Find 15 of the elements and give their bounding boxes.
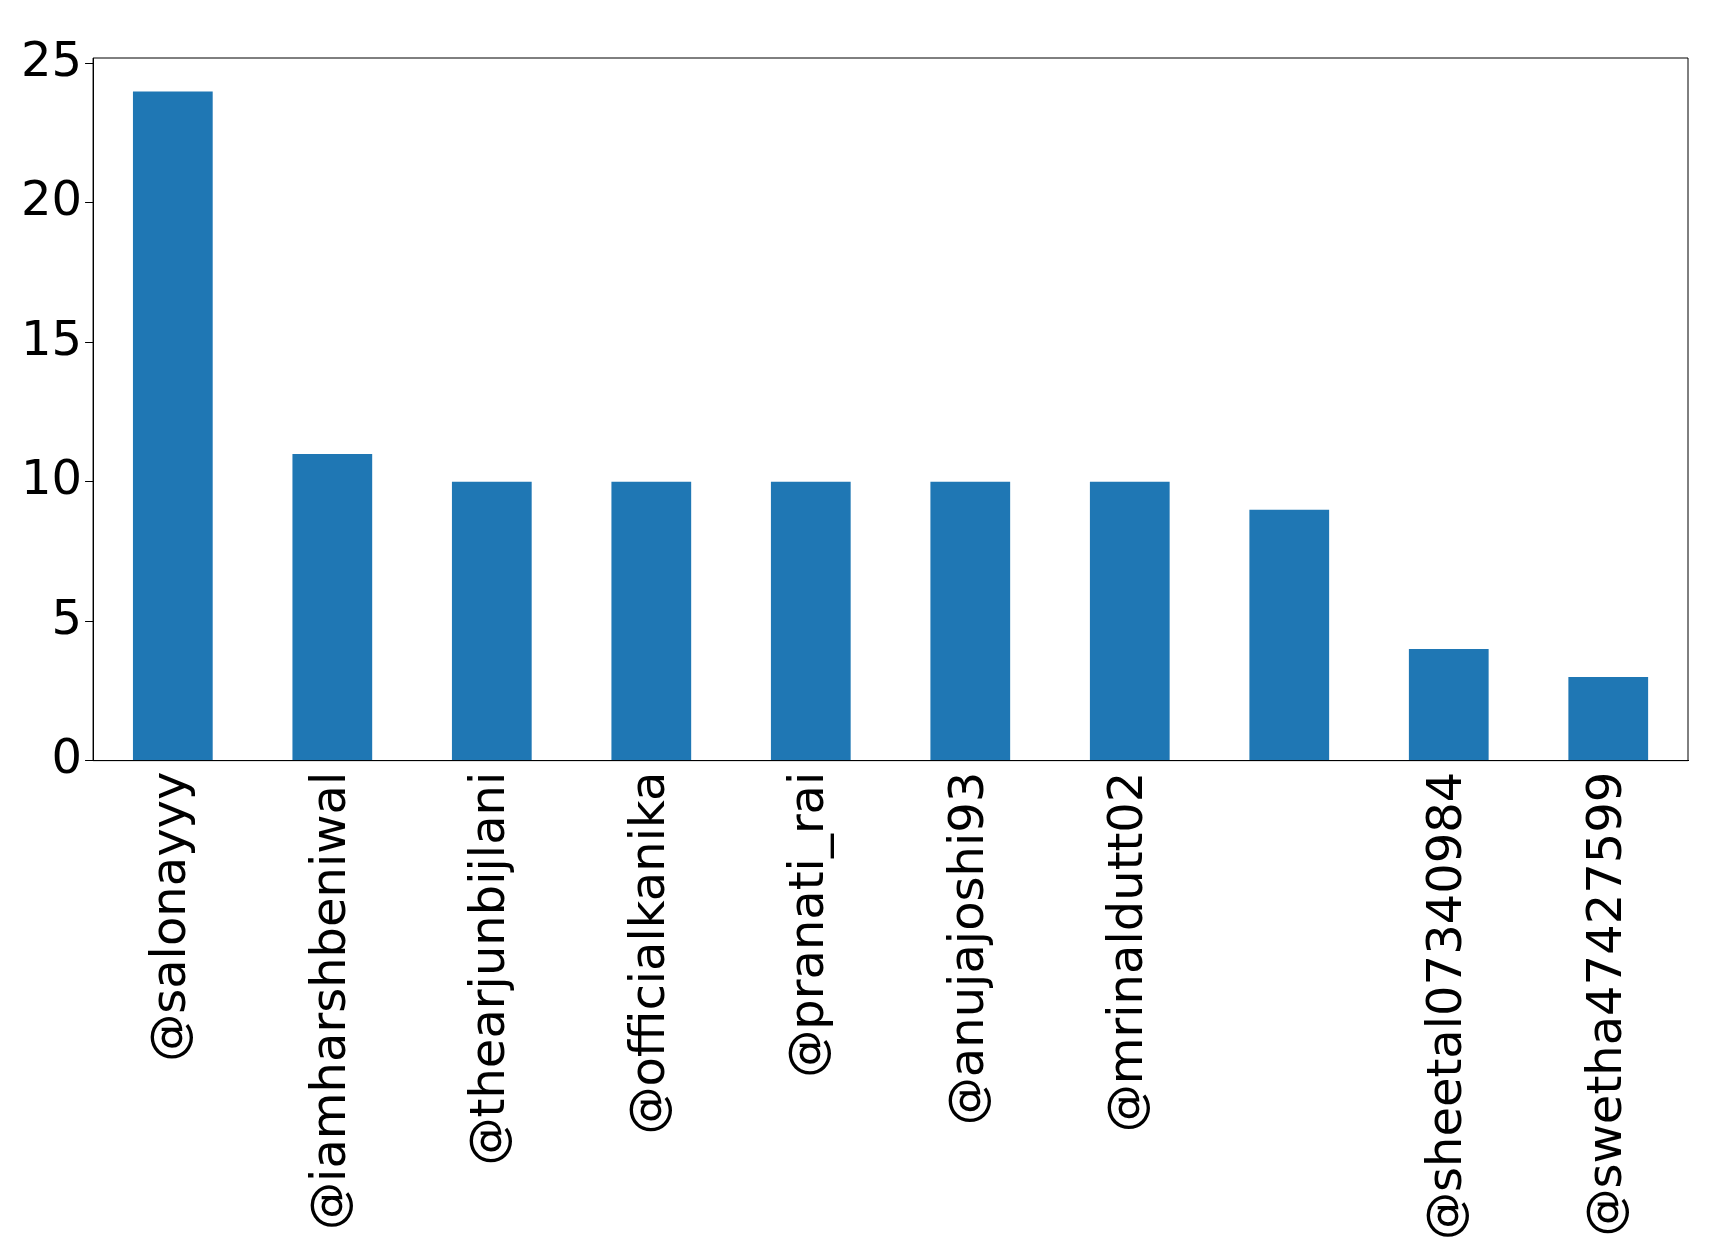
y-tick-label: 5 (51, 588, 83, 645)
x-tick-label: @iamharshbeniwal (299, 771, 356, 1230)
x-tick-label: @officialkanika (618, 771, 675, 1135)
x-tick-label: @sheetal07340984 (1416, 771, 1473, 1240)
x-tick-label: @pranati_rai (778, 771, 835, 1078)
y-tick-label: 0 (51, 728, 83, 785)
y-tick-label: 10 (21, 449, 83, 506)
y-tick-label: 25 (21, 31, 83, 88)
y-tick-label: 15 (21, 309, 83, 366)
x-tick-label: @anujajoshi93 (937, 771, 994, 1126)
x-tick-label: @swetha47427599 (1575, 771, 1632, 1237)
x-tick-label: @salonayyy (140, 771, 197, 1062)
y-tick-label: 20 (21, 170, 83, 227)
x-tick-label: @thearjunbijlani (459, 771, 516, 1166)
x-tick-label: @mrinaldutt02 (1097, 771, 1154, 1133)
